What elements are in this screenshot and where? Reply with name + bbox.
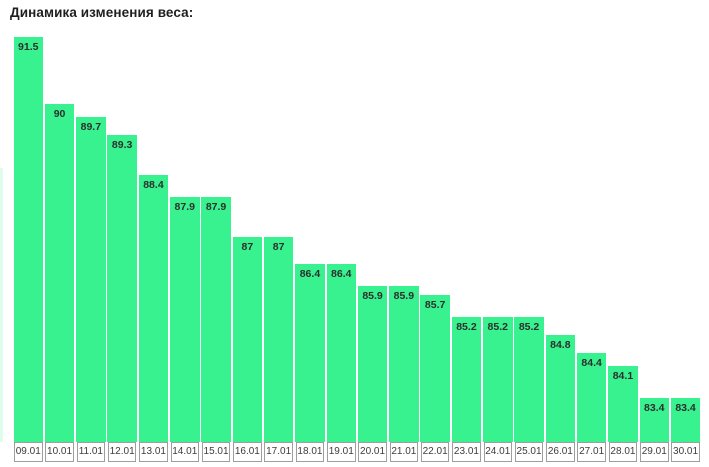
bar-value-label: 85.9 (393, 290, 415, 303)
bar-value-label: 88.4 (143, 179, 164, 191)
bar-value-label: 91.5 (18, 41, 39, 54)
x-axis-label: 22.01 (420, 442, 450, 462)
x-axis-label: 19.01 (327, 442, 356, 462)
bar: 84.8 (545, 335, 576, 442)
bar: 85.7 (420, 295, 450, 442)
x-axis-label: 23.01 (452, 442, 481, 462)
bar: 87 (263, 237, 294, 442)
x-axis-label: 27.01 (577, 442, 606, 462)
x-axis-label: 30.01 (671, 442, 700, 462)
bar-value-label: 87 (272, 241, 285, 254)
bar-value-label: 84.8 (550, 339, 571, 352)
bar: 87.9 (170, 197, 200, 442)
x-axis-label: 09.01 (14, 442, 43, 462)
bar: 84.4 (576, 353, 607, 442)
x-axis-label: 26.01 (546, 442, 575, 462)
bar-value-label: 85.2 (456, 321, 477, 334)
bar-value-label: 84.1 (612, 370, 634, 383)
x-axis-label: 17.01 (264, 442, 293, 462)
bar: 89.7 (76, 117, 106, 442)
bar-value-label: 83.4 (675, 401, 696, 414)
bar-value-label: 84.4 (581, 357, 602, 369)
bar: 89.3 (107, 134, 137, 442)
bar: 87 (232, 237, 263, 442)
bar-value-label: 89.7 (80, 121, 102, 134)
bar: 85.9 (389, 286, 419, 442)
bar: 88.4 (138, 175, 169, 442)
x-axis-label: 25.01 (514, 442, 544, 462)
bar: 85.2 (514, 317, 544, 442)
bar: 91.5 (13, 37, 43, 442)
clipped-bar-edge (0, 168, 3, 442)
bar-value-label: 83.4 (644, 401, 665, 414)
bar: 87.9 (201, 197, 231, 442)
bar: 86.4 (326, 264, 356, 442)
x-axis-label: 29.01 (640, 442, 669, 462)
bar: 90 (44, 103, 75, 442)
x-axis-label: 16.01 (233, 442, 262, 462)
x-axis-label: 28.01 (608, 442, 638, 462)
x-axis-label: 21.01 (389, 442, 419, 462)
bar: 83.4 (639, 397, 669, 442)
chart-title: Динамика изменения веса: (10, 5, 194, 20)
x-axis-label: 14.01 (170, 442, 199, 462)
x-axis-label: 15.01 (201, 442, 231, 462)
x-axis-label: 18.01 (295, 442, 325, 462)
bar-value-label: 90 (53, 107, 66, 120)
x-axis-label: 13.01 (139, 442, 168, 462)
x-axis-label: 12.01 (107, 442, 137, 462)
bar-value-label: 87.9 (174, 201, 195, 214)
bar-value-label: 85.9 (362, 290, 383, 303)
bar-value-label: 87 (241, 241, 254, 254)
x-axis-label: 24.01 (483, 442, 512, 462)
bar-value-label: 85.2 (518, 321, 540, 334)
x-axis-label: 11.01 (76, 442, 106, 462)
bar: 85.2 (451, 317, 482, 442)
x-axis-label: 10.01 (45, 442, 74, 462)
bar-value-label: 89.3 (111, 138, 133, 151)
bar: 83.4 (670, 397, 701, 442)
bar-value-label: 86.4 (331, 268, 352, 280)
bar: 85.9 (357, 286, 388, 442)
bar-value-label: 87.9 (205, 201, 227, 214)
bar: 85.2 (483, 317, 513, 442)
bar-value-label: 85.7 (424, 299, 446, 312)
x-axis-label: 20.01 (358, 442, 387, 462)
bar: 84.1 (608, 366, 638, 442)
bar-value-label: 85.2 (487, 321, 508, 334)
bar: 86.4 (295, 264, 325, 442)
bar-value-label: 86.4 (299, 268, 321, 280)
